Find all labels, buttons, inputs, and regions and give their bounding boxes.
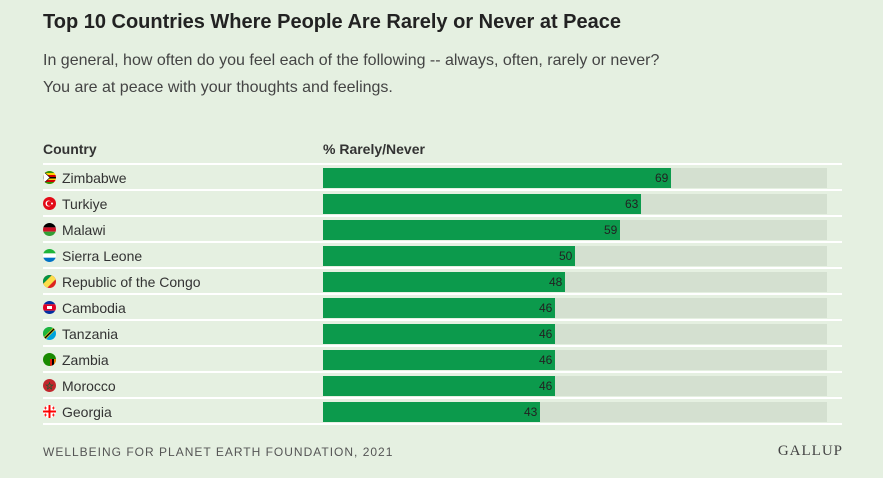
bar [323,168,671,188]
chart-row: Malawi 59 [43,217,842,243]
chart-row: Cambodia 46 [43,295,842,321]
bar-value-label: 50 [559,249,573,263]
malawi-flag-icon [43,223,56,236]
bar [323,194,641,214]
bar-track: 50 [323,246,827,266]
country-label: Republic of the Congo [62,274,201,290]
bar-value-label: 43 [524,405,538,419]
chart-title: Top 10 Countries Where People Are Rarely… [43,11,621,33]
chart-row: Tanzania 46 [43,321,842,347]
country-label: Morocco [62,378,116,394]
turkiye-flag-icon [43,197,56,210]
chart-row: Republic of the Congo 48 [43,269,842,295]
country-label: Sierra Leone [62,248,143,264]
country-label: Malawi [62,222,106,238]
value-column-header: % Rarely/Never [323,141,425,157]
bar-track: 46 [323,376,827,396]
georgia-flag-icon [43,405,56,418]
chart-rows: Zimbabwe 69 Turkiye 63 Malawi 59 Sierra Leone 5… [43,165,842,425]
bar-value-label: 46 [539,301,553,315]
bar-track: 48 [323,272,827,292]
country-label: Turkiye [62,196,108,212]
chart-row: Zimbabwe 69 [43,165,842,191]
chart-row: Morocco 46 [43,373,842,399]
tanzania-flag-icon [43,327,56,340]
bar-track: 59 [323,220,827,240]
bar-value-label: 48 [549,275,563,289]
chart-row: Turkiye 63 [43,191,842,217]
sierra-leone-flag-icon [43,249,56,262]
country-label: Georgia [62,404,112,420]
bar [323,376,555,396]
bar [323,272,565,292]
morocco-flag-icon [43,379,56,392]
zimbabwe-flag-icon [43,171,56,184]
bar-track: 69 [323,168,827,188]
country-label: Zimbabwe [62,170,127,186]
bar [323,350,555,370]
country-label: Zambia [62,352,109,368]
chart-row: Sierra Leone 50 [43,243,842,269]
bar-value-label: 69 [655,171,669,185]
bar-value-label: 46 [539,327,553,341]
bar-track: 63 [323,194,827,214]
bar [323,402,540,422]
republic-of-the-congo-flag-icon [43,275,56,288]
bar-value-label: 59 [604,223,618,237]
zambia-flag-icon [43,353,56,366]
bar [323,298,555,318]
source-note: WELLBEING FOR PLANET EARTH FOUNDATION, 2… [43,445,394,459]
country-label: Tanzania [62,326,119,342]
header-divider [43,163,842,165]
country-column-header: Country [43,141,97,157]
bar [323,246,575,266]
chart-subtitle-question: You are at peace with your thoughts and … [43,79,393,96]
bar-value-label: 46 [539,353,553,367]
bar [323,220,620,240]
bar-track: 46 [323,298,827,318]
gallup-logo: GALLUP [777,443,843,459]
country-label: Cambodia [62,300,126,316]
bar-track: 46 [323,350,827,370]
chart-row: Georgia 43 [43,399,842,425]
chart-subtitle: In general, how often do you feel each o… [43,52,660,69]
bar-value-label: 46 [539,379,553,393]
bar-track: 46 [323,324,827,344]
chart-row: Zambia 46 [43,347,842,373]
bar [323,324,555,344]
bar-track: 43 [323,402,827,422]
cambodia-flag-icon [43,301,56,314]
bar-value-label: 63 [625,197,639,211]
